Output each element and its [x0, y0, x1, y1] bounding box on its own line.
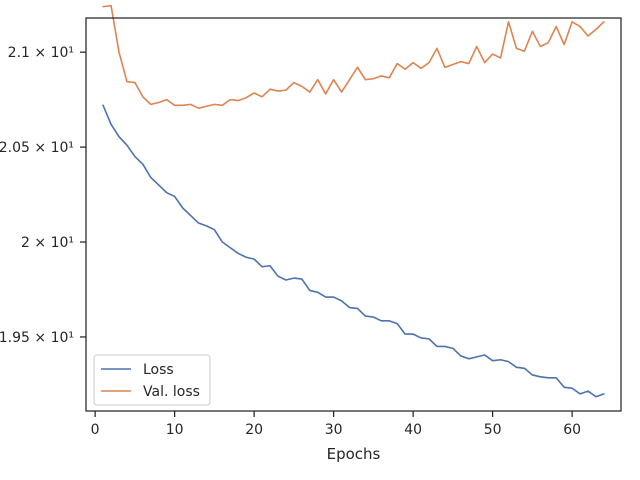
x-tick-label: 0 [91, 422, 100, 438]
x-tick-label: 60 [563, 422, 581, 438]
plot-frame [85, 17, 622, 412]
x-tick-label: 20 [245, 422, 263, 438]
x-axis-label: Epochs [327, 445, 381, 463]
plot-area [86, 18, 621, 411]
series-layer [102, 4, 605, 398]
y-tick-label: 1.95 × 10¹ [0, 330, 74, 346]
x-tick-label: 40 [404, 422, 422, 438]
y-tick-label: 2 × 10¹ [21, 235, 74, 251]
legend-label-loss: Loss [143, 362, 174, 378]
x-tick-label: 50 [484, 422, 502, 438]
legend-box [93, 354, 211, 406]
legend-label-val-loss: Val. loss [143, 384, 200, 400]
legend: Loss Val. loss [93, 354, 211, 406]
y-tick-label: 2.05 × 10¹ [0, 140, 74, 156]
y-tick-label: 2.1 × 10¹ [8, 45, 74, 61]
x-tick-label: 30 [325, 422, 343, 438]
series-line-0 [102, 104, 605, 398]
x-axis-ticks: 0 10 20 30 40 50 60 [91, 411, 581, 438]
y-axis-ticks: 1.95 × 10¹ 2 × 10¹ 2.05 × 10¹ 2.1 × 10¹ [0, 45, 86, 346]
series-line-1 [102, 4, 605, 109]
x-tick-label: 10 [166, 422, 184, 438]
